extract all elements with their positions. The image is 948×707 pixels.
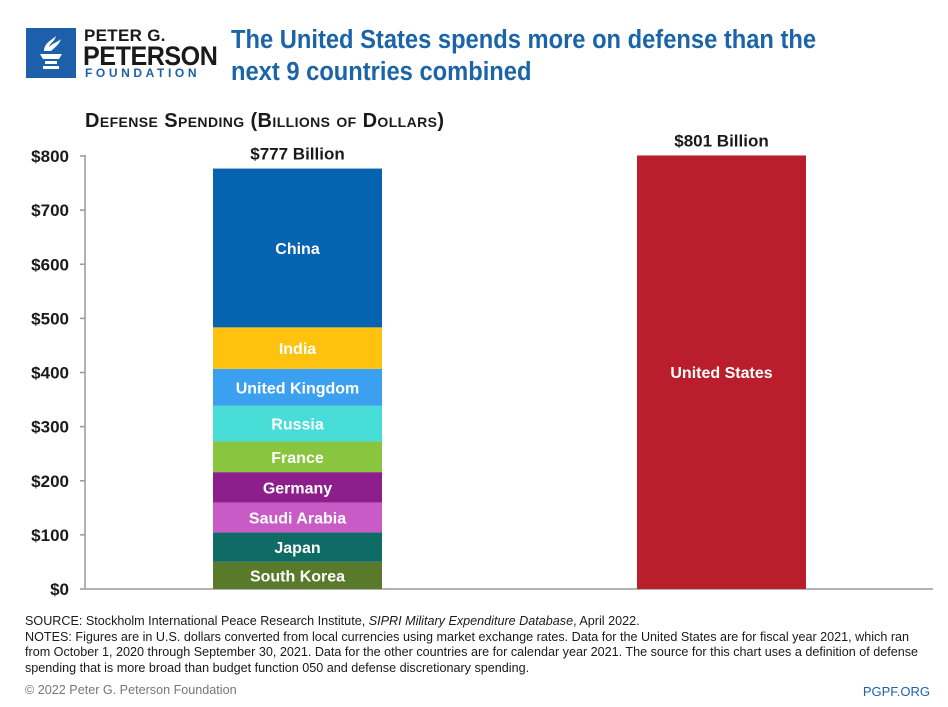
bar-segment-south-korea <box>213 561 382 589</box>
logo-line-3: FOUNDATION <box>85 66 201 80</box>
bar-segment-germany <box>213 472 382 503</box>
y-tick-label: $400 <box>31 364 69 383</box>
bar-segment-united-states <box>637 155 806 590</box>
chart-title: The United States spends more on defense… <box>231 24 882 88</box>
bar-segment-saudi-arabia <box>213 502 382 533</box>
source-note: SOURCE: Stockholm International Peace Re… <box>25 614 935 630</box>
y-tick-label: $600 <box>31 255 69 274</box>
logo-line-1: PETER G. <box>84 26 166 45</box>
source-prefix: SOURCE: Stockholm International Peace Re… <box>25 614 369 628</box>
bar-segment-china <box>213 168 382 328</box>
torch-icon <box>26 28 76 78</box>
segment-label-japan: Japan <box>274 540 320 557</box>
y-tick-label: $0 <box>50 580 69 599</box>
segment-label-china: China <box>275 241 320 258</box>
bar-segment-japan <box>213 532 382 562</box>
peterson-foundation-logo: PETER G. PETERSON FOUNDATION <box>26 26 218 80</box>
source-suffix: , April 2022. <box>573 614 640 628</box>
bar-segment-russia <box>213 405 382 442</box>
y-tick-label: $800 <box>31 147 69 166</box>
y-tick-label: $300 <box>31 418 69 437</box>
bar-total-label: $801 Billion <box>674 131 768 150</box>
chart-subtitle: Defense Spending (Billions of Dollars) <box>85 110 445 132</box>
footer-notes: SOURCE: Stockholm International Peace Re… <box>25 614 935 676</box>
bar-segment-united-kingdom <box>213 368 382 406</box>
notes-text: NOTES: Figures are in U.S. dollars conve… <box>25 629 919 675</box>
bar-segment-france <box>213 441 382 473</box>
copyright: © 2022 Peter G. Peterson Foundation <box>25 683 237 697</box>
segment-label-united-kingdom: United Kingdom <box>236 380 360 397</box>
y-tick-label: $100 <box>31 526 69 545</box>
chart-title-line-2: next 9 countries combined <box>231 58 532 86</box>
segment-label-saudi-arabia: Saudi Arabia <box>249 511 346 528</box>
y-tick-label: $700 <box>31 201 69 220</box>
segment-label-south-korea: South Korea <box>250 568 345 585</box>
y-tick-label: $500 <box>31 309 69 328</box>
y-tick-label: $200 <box>31 472 69 491</box>
segment-label-russia: Russia <box>271 417 324 434</box>
chart-title-line-1: The United States spends more on defense… <box>231 26 817 54</box>
site-link[interactable]: PGPF.ORG <box>862 684 930 699</box>
logo-line-2: PETERSON <box>83 41 218 71</box>
segment-label-germany: Germany <box>263 480 332 497</box>
bar-chart: $0 $100 $200 $300 $400 $500 $600 $700 $800 South … <box>31 131 933 599</box>
bar-total-label: $777 Billion <box>250 145 344 164</box>
segment-label-india: India <box>279 341 316 358</box>
bar-segment-india <box>213 327 382 369</box>
segment-label-france: France <box>271 450 324 467</box>
segment-label-united-states: United States <box>670 365 772 382</box>
source-database: SIPRI Military Expenditure Database <box>368 614 574 628</box>
